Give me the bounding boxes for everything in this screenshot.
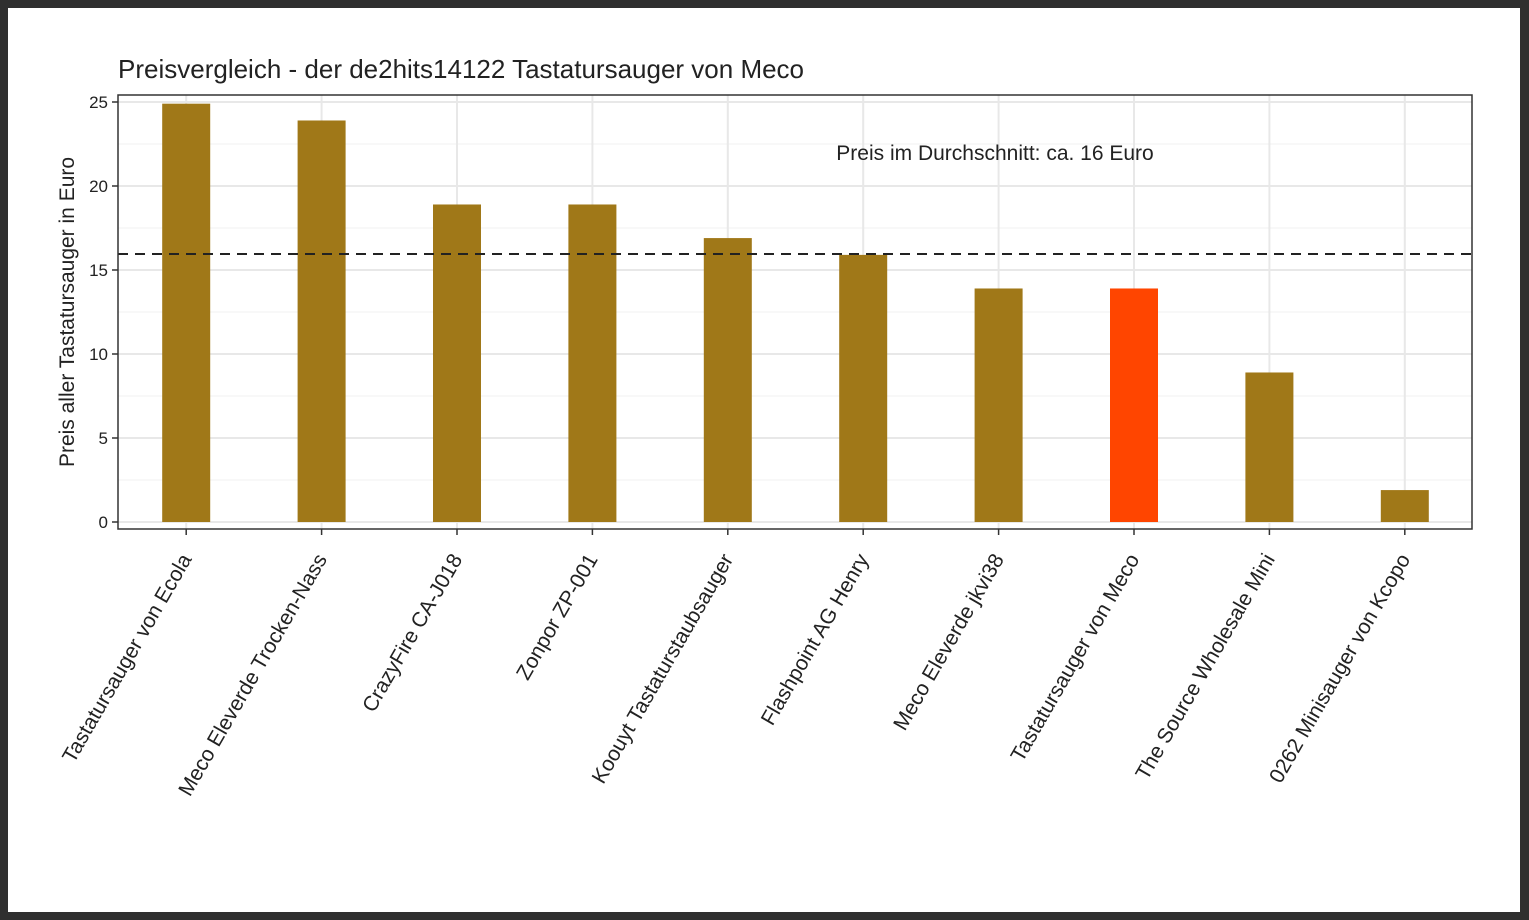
y-tick-label: 10 — [89, 345, 108, 364]
x-tick-label: Meco Eleverde jkvi38 — [889, 550, 1009, 734]
bar-8 — [1110, 288, 1158, 522]
x-tick-label: Tastatursauger von Ecola — [58, 550, 197, 767]
y-tick-label: 20 — [89, 177, 108, 196]
bar-1 — [162, 103, 211, 523]
mean-annotation: Preis im Durchschnitt: ca. 16 Euro — [836, 142, 1153, 165]
x-tick-label: Tastatursauger von Meco — [1007, 550, 1145, 766]
x-tick-label: The Source Wholesale Mini — [1131, 550, 1279, 784]
x-tick-label: Koouyt Tastaturstaubsauger — [588, 550, 738, 788]
bar-10 — [1380, 490, 1429, 522]
x-tick-label: Zonpor ZP-001 — [512, 550, 603, 684]
bar-9 — [1245, 372, 1294, 522]
x-tick-label: 0262 Minisauger von Kcopo — [1265, 550, 1415, 787]
x-tick-label: Flashpoint AG Henry — [757, 550, 874, 730]
x-tick-label: Meco Eleverde Trocken-Nass — [174, 550, 332, 800]
chart-title: Preisvergleich - der de2hits14122 Tastat… — [118, 54, 804, 84]
bar-3 — [433, 204, 481, 523]
x-tick-label: CrazyFire CA-J018 — [358, 550, 467, 716]
y-axis-label: Preis aller Tastatursauger in Euro — [56, 157, 79, 467]
y-tick-label: 15 — [89, 261, 108, 280]
bar-4 — [568, 204, 617, 523]
bar-6 — [839, 254, 888, 522]
bar-2 — [297, 120, 346, 522]
bar-7 — [974, 288, 1023, 522]
y-tick-label: 0 — [99, 513, 108, 532]
y-tick-label: 25 — [89, 93, 108, 112]
y-tick-label: 5 — [99, 429, 108, 448]
plot-border — [117, 94, 1473, 530]
bar-5 — [703, 238, 752, 522]
